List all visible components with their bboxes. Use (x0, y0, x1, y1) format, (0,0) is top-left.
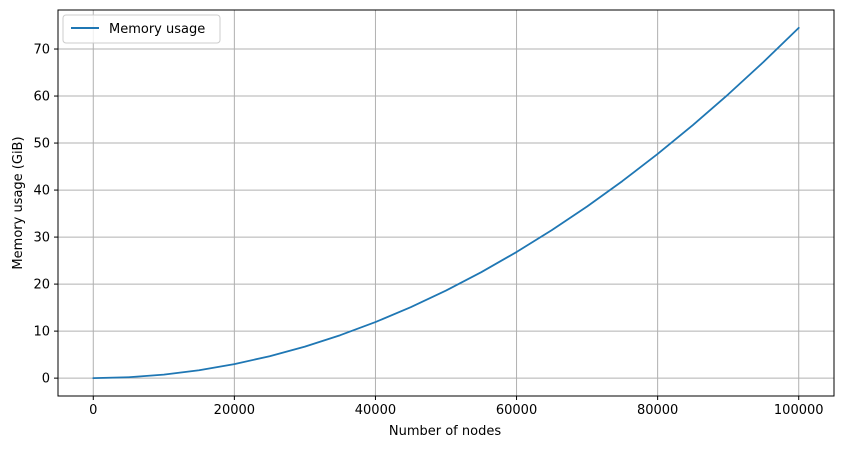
y-tick-label: 70 (33, 43, 50, 58)
y-tick-label: 20 (33, 278, 50, 293)
x-tick-label: 20000 (214, 403, 255, 418)
legend-label-memory-usage: Memory usage (109, 22, 205, 37)
y-axis-label: Memory usage (GiB) (11, 136, 26, 269)
series-line-memory-usage (92, 26, 800, 380)
y-tick-label: 40 (33, 184, 50, 199)
y-tick-label: 30 (33, 231, 50, 246)
x-tick-label: 100000 (774, 403, 824, 418)
legend-box (62, 14, 221, 44)
legend: Memory usage (62, 14, 221, 44)
y-axis-ticks: 0 10 20 30 40 50 60 70 (33, 43, 58, 387)
series-layer (92, 26, 800, 380)
x-axis-ticks: 0 20000 40000 60000 80000 100000 (89, 396, 824, 418)
x-tick-label: 80000 (637, 403, 678, 418)
y-tick-label: 10 (33, 325, 50, 340)
x-tick-label: 40000 (355, 403, 396, 418)
plot-frame (57, 9, 835, 397)
y-tick-label: 50 (33, 137, 50, 152)
grid (58, 10, 834, 396)
x-tick-label: 60000 (496, 403, 537, 418)
y-tick-label: 60 (33, 90, 50, 105)
x-axis-label: Number of nodes (389, 424, 501, 439)
x-tick-label: 0 (89, 403, 97, 418)
y-tick-label: 0 (42, 372, 50, 387)
